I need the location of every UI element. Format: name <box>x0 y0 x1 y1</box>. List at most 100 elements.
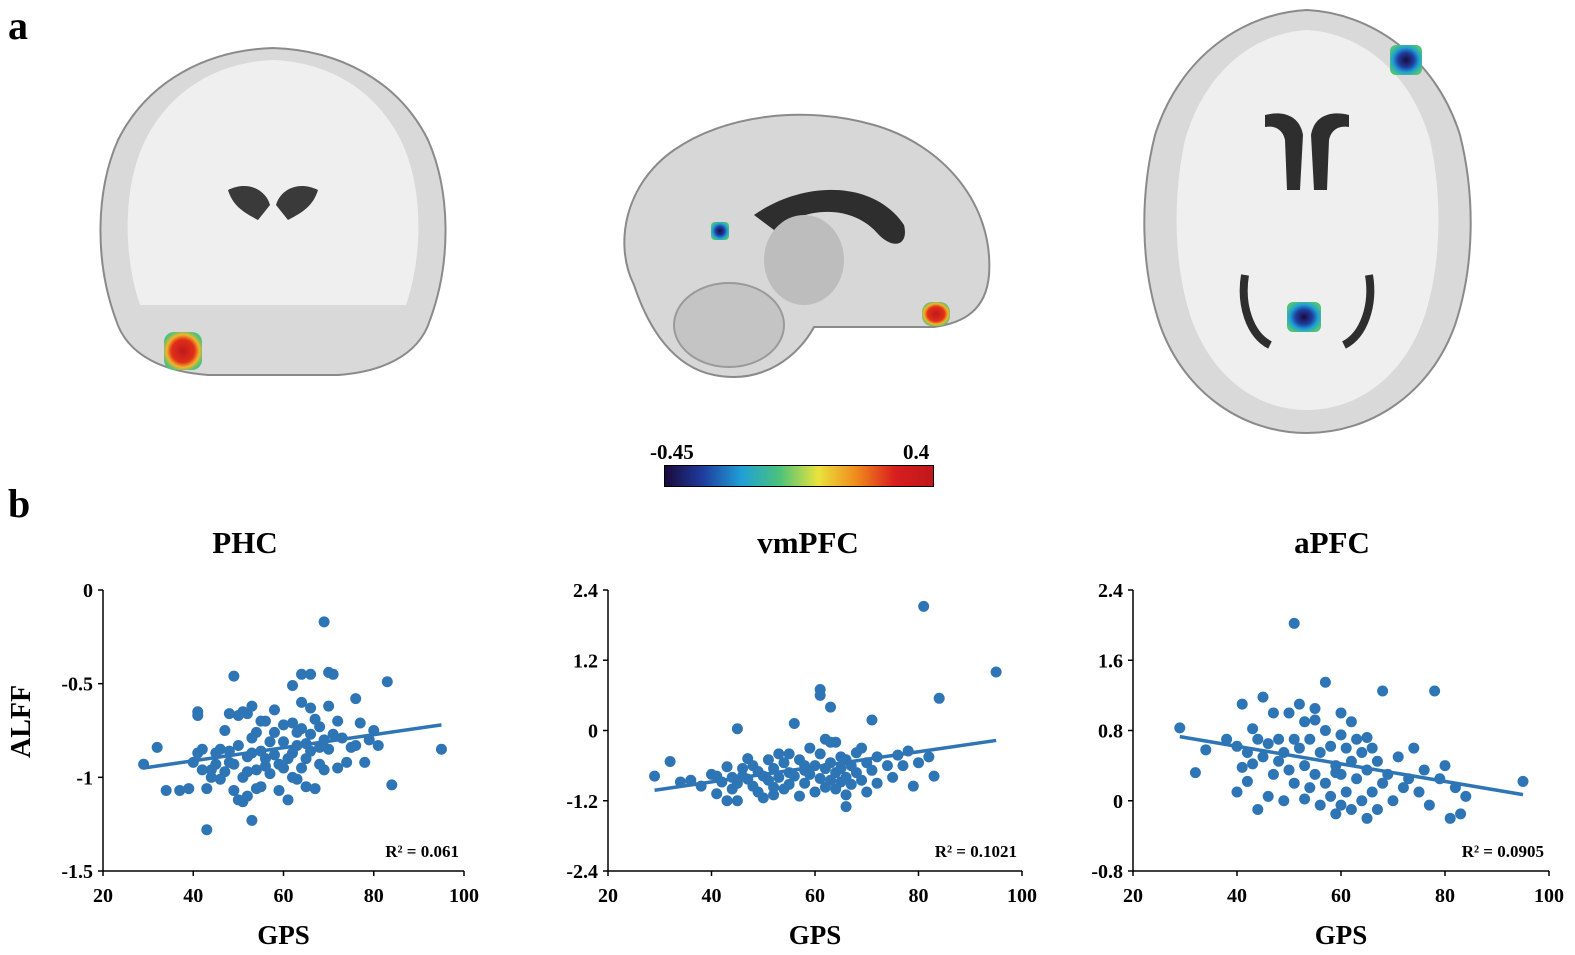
data-point <box>1325 740 1337 752</box>
data-point <box>1236 761 1248 773</box>
data-point <box>825 701 837 713</box>
chart-title-phc: PHC <box>212 525 278 560</box>
data-point <box>773 748 785 760</box>
data-point <box>305 745 317 757</box>
x-axis-label: GPS <box>257 920 310 950</box>
y-tick-label: -0.8 <box>1091 861 1123 883</box>
data-point <box>1319 725 1331 736</box>
data-point <box>1304 782 1316 794</box>
colorbar <box>664 465 934 487</box>
data-point <box>897 760 909 772</box>
x-tick-label: 40 <box>702 885 722 907</box>
data-point <box>1418 764 1430 776</box>
data-point <box>305 702 317 714</box>
data-point <box>1351 733 1363 745</box>
data-point <box>287 680 299 692</box>
data-point <box>1273 755 1285 767</box>
data-point <box>264 736 276 748</box>
data-point <box>1231 786 1243 798</box>
data-point <box>350 693 362 705</box>
data-point <box>192 710 204 722</box>
data-point <box>305 668 317 680</box>
data-point <box>866 764 878 776</box>
data-point <box>332 715 344 727</box>
activation-blob-vmpfc <box>922 302 950 326</box>
data-point <box>1283 764 1295 776</box>
data-point <box>1340 742 1352 754</box>
data-point <box>296 696 308 708</box>
y-tick-label: -1.5 <box>61 861 93 883</box>
x-tick-label: 20 <box>598 885 618 907</box>
chart-title-vmpfc: vmPFC <box>757 525 859 560</box>
data-point <box>928 770 940 782</box>
data-point <box>1397 782 1409 794</box>
data-point <box>1319 777 1331 789</box>
data-point <box>327 728 339 740</box>
data-point <box>799 777 811 789</box>
data-point <box>268 749 280 761</box>
r-squared-annotation: R² = 0.1021 <box>935 842 1017 861</box>
y-tick-label: -2.4 <box>566 861 598 883</box>
data-point <box>1314 746 1326 758</box>
colorbar-max-label: 0.4 <box>903 440 930 464</box>
data-point <box>1345 804 1357 816</box>
data-point <box>1351 773 1363 785</box>
data-point <box>721 761 733 773</box>
data-point <box>228 670 240 682</box>
data-point <box>241 766 253 778</box>
data-point <box>1366 786 1378 798</box>
data-point <box>1455 808 1467 820</box>
data-point <box>219 766 231 778</box>
data-point <box>323 700 335 712</box>
x-tick-label: 20 <box>1123 885 1143 907</box>
data-point <box>278 762 289 774</box>
data-point <box>649 770 661 782</box>
data-point <box>255 781 267 793</box>
r-squared-annotation: R² = 0.0905 <box>1462 842 1544 861</box>
data-point <box>1247 723 1259 735</box>
trendline <box>143 723 442 770</box>
y-tick-label: 1.6 <box>1098 650 1123 672</box>
data-point <box>196 764 208 776</box>
data-point <box>250 726 262 738</box>
data-point <box>1309 714 1321 726</box>
x-tick-label: 40 <box>1227 885 1247 907</box>
data-point <box>825 736 837 748</box>
data-point <box>160 784 172 796</box>
data-point <box>1273 733 1285 745</box>
data-point <box>1335 799 1347 811</box>
data-point <box>809 786 821 798</box>
activation-blob-pcc <box>711 222 729 240</box>
data-point <box>1288 777 1300 789</box>
data-point <box>1257 691 1269 703</box>
activation-blob-cuneus <box>1287 302 1321 332</box>
data-point <box>268 704 280 716</box>
data-point <box>205 771 217 783</box>
data-point <box>1174 722 1186 734</box>
data-point <box>259 753 271 765</box>
data-point <box>318 616 330 628</box>
data-point <box>814 689 826 701</box>
x-tick-label: 40 <box>183 885 203 907</box>
data-point <box>664 756 676 768</box>
data-point <box>1361 812 1373 824</box>
data-point <box>866 714 878 726</box>
x-axis-label: GPS <box>789 920 842 950</box>
data-point <box>788 770 800 782</box>
brain-sagittal-image <box>623 113 991 378</box>
data-point <box>1304 733 1316 745</box>
data-point <box>1288 617 1300 629</box>
data-point <box>778 757 790 769</box>
data-point <box>793 790 805 802</box>
data-point <box>196 743 208 755</box>
data-point <box>183 783 195 795</box>
y-tick-label: 0.8 <box>1098 721 1123 743</box>
x-tick-label: 100 <box>1007 885 1037 907</box>
activation-blob-apfc <box>1390 45 1422 75</box>
data-point <box>840 801 852 813</box>
data-point <box>296 762 308 774</box>
data-point <box>1377 685 1389 697</box>
data-point <box>296 668 308 680</box>
data-point <box>918 600 930 612</box>
data-point <box>323 743 335 755</box>
